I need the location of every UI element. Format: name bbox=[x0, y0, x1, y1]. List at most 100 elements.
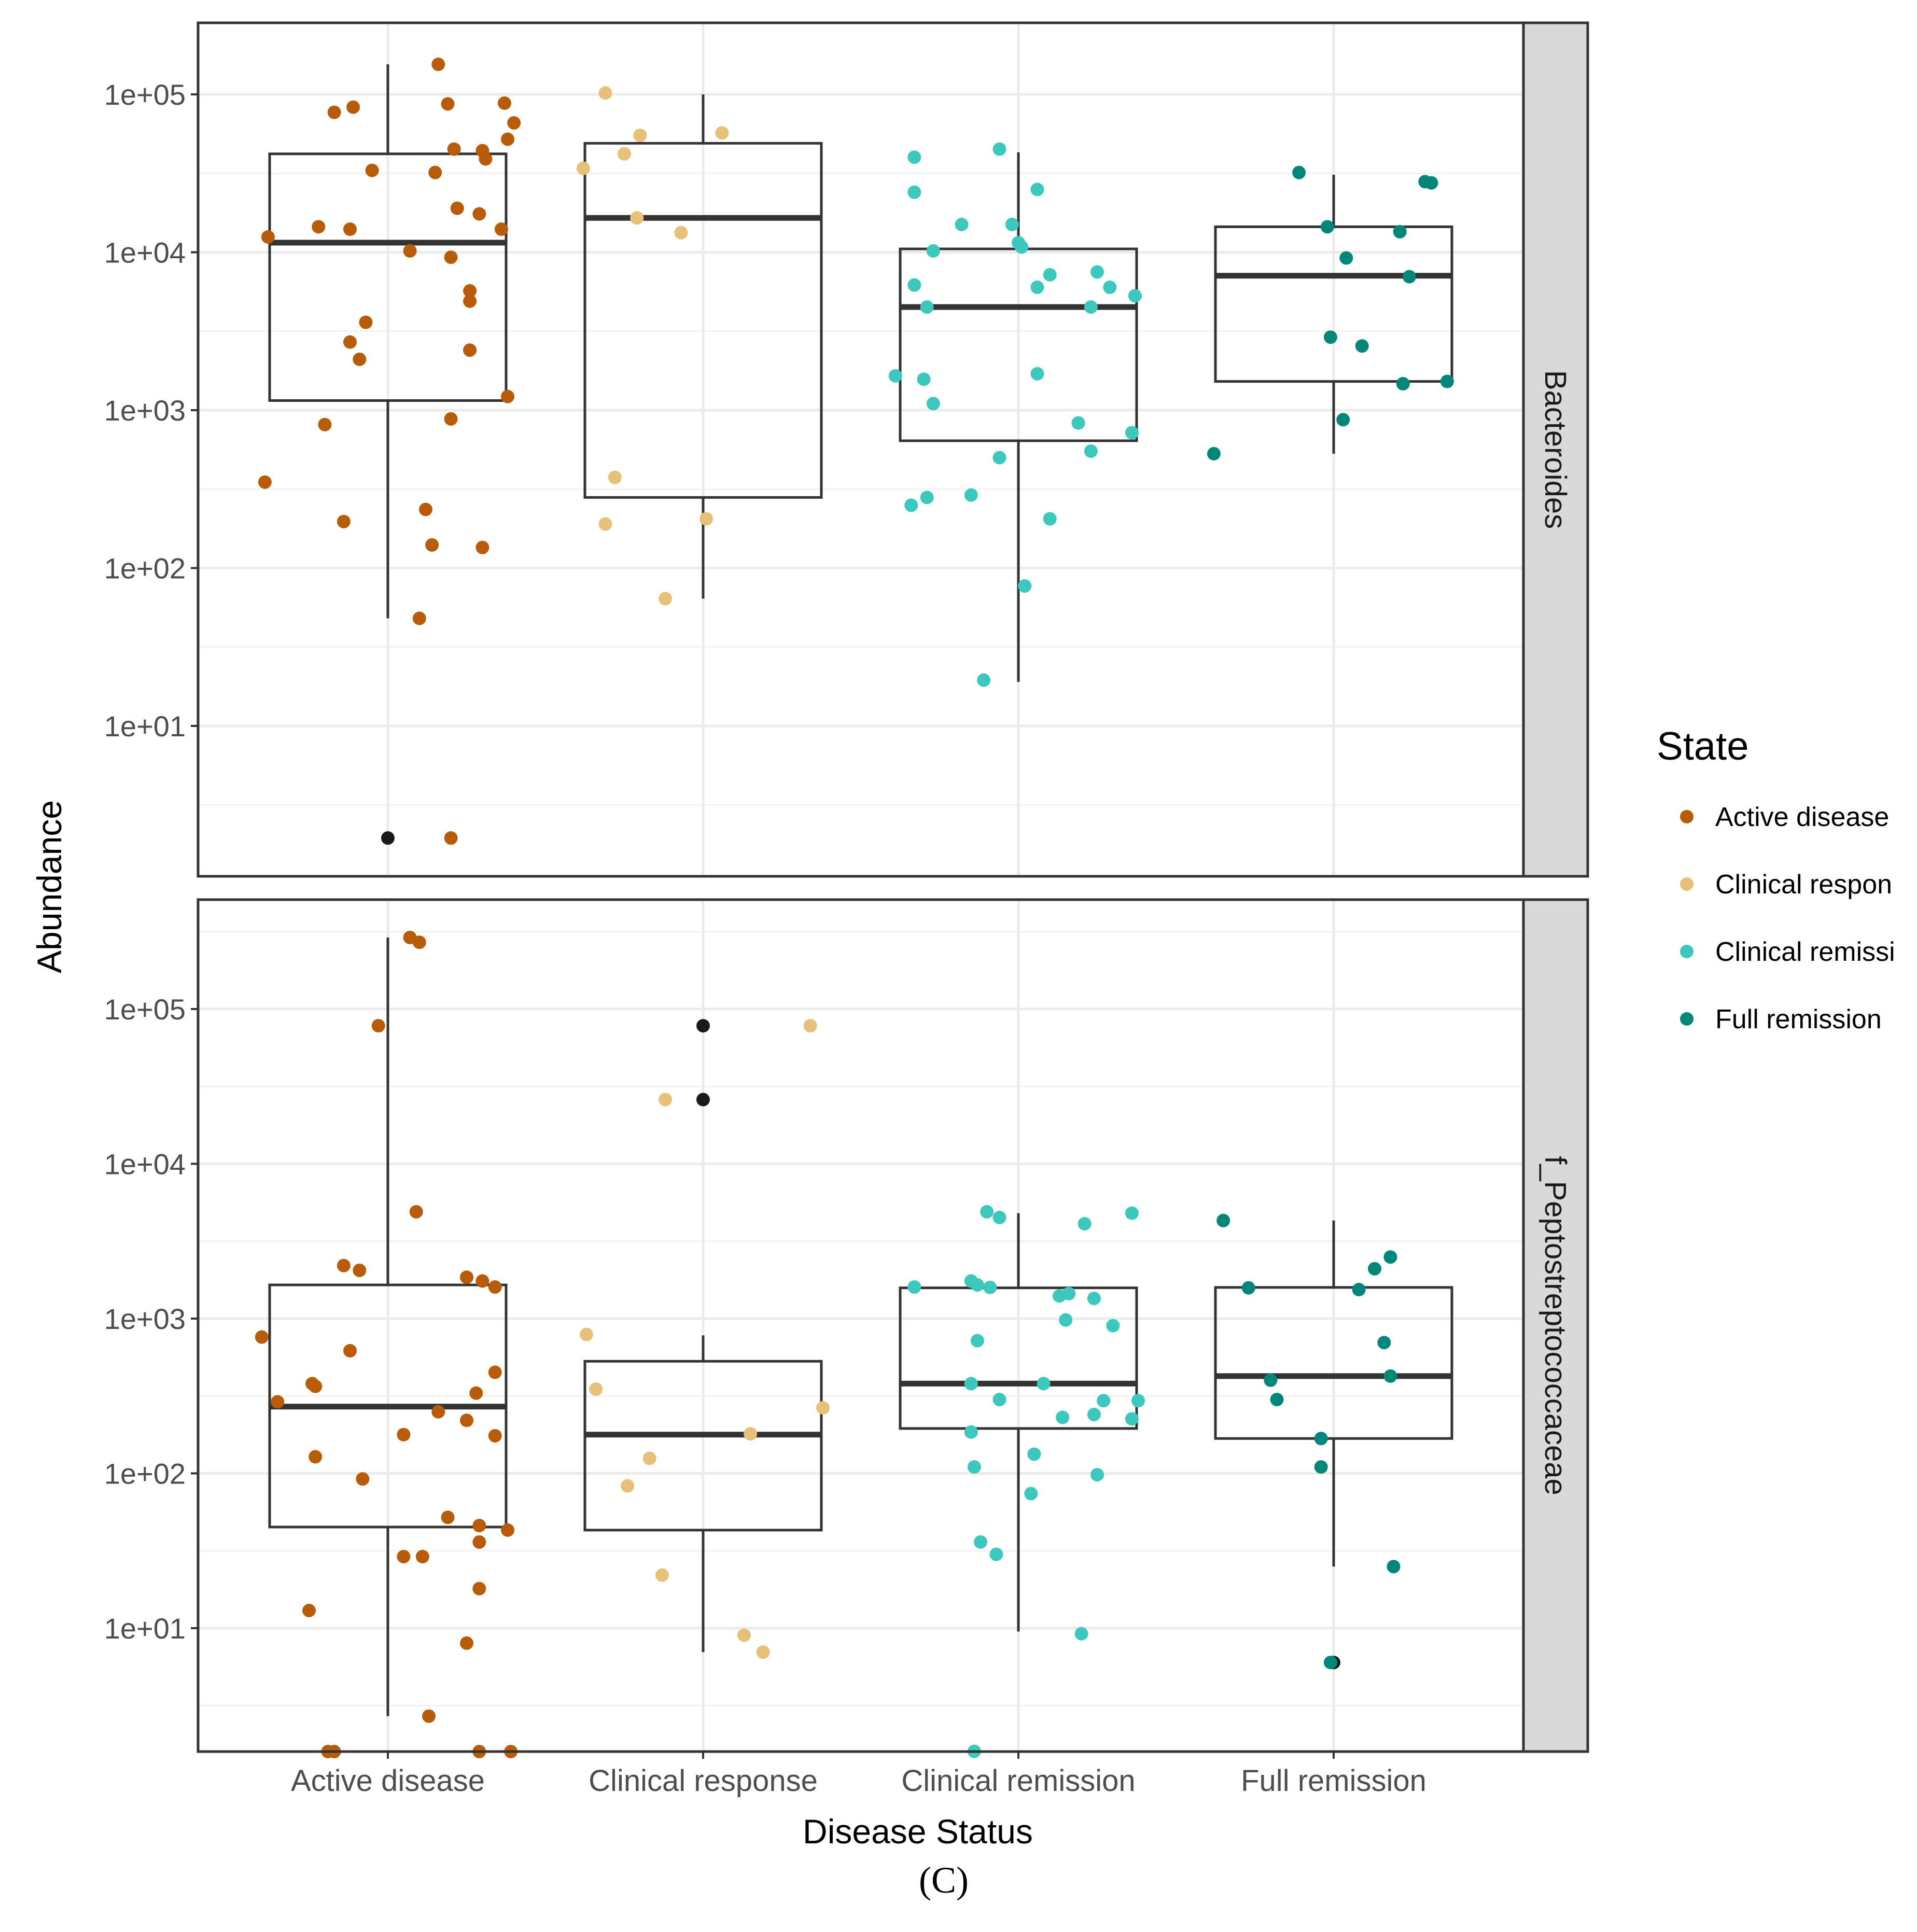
data-point bbox=[488, 1280, 502, 1294]
data-point bbox=[674, 226, 688, 240]
data-point bbox=[642, 1451, 656, 1465]
outlier-point bbox=[696, 1019, 710, 1033]
data-point bbox=[1090, 1468, 1104, 1482]
data-point bbox=[1440, 374, 1454, 388]
data-point bbox=[1030, 183, 1044, 197]
legend: State Active disease Clinical respon Clini… bbox=[1657, 724, 1895, 1034]
data-point bbox=[441, 97, 455, 111]
data-point bbox=[1030, 367, 1044, 381]
panel-1: 1e+01 1e+02 1e+03 1e+04 1e+05 Bacteroides bbox=[104, 21, 1589, 878]
legend-entries: Active disease Clinical respon Clinical re… bbox=[1680, 802, 1895, 1034]
data-point bbox=[1352, 1283, 1366, 1297]
data-point bbox=[346, 100, 360, 114]
data-point bbox=[444, 831, 458, 845]
data-point bbox=[356, 1472, 370, 1486]
data-point bbox=[907, 278, 921, 292]
data-point bbox=[803, 1019, 817, 1033]
y-axis-title: Abundance bbox=[30, 800, 68, 973]
data-point bbox=[1125, 426, 1139, 440]
boxplot-3 bbox=[1214, 1220, 1453, 1567]
data-point bbox=[1241, 1281, 1255, 1295]
data-point bbox=[415, 1549, 429, 1563]
data-point bbox=[977, 673, 991, 687]
legend-label: Clinical remissi bbox=[1715, 937, 1895, 967]
panel-background bbox=[198, 23, 1523, 876]
y-tick-label: 1e+03 bbox=[104, 1303, 186, 1335]
data-point bbox=[1387, 1560, 1401, 1574]
data-point bbox=[488, 1365, 502, 1379]
data-point bbox=[926, 397, 940, 411]
data-point bbox=[970, 1278, 984, 1292]
data-point bbox=[441, 1510, 455, 1524]
data-point bbox=[1037, 1377, 1051, 1391]
data-point bbox=[353, 352, 367, 366]
data-point bbox=[475, 1274, 489, 1288]
data-point bbox=[989, 1547, 1003, 1561]
data-point bbox=[907, 1280, 921, 1294]
x-tick-label: Clinical remission bbox=[901, 1764, 1135, 1798]
data-point bbox=[488, 1429, 502, 1443]
data-point bbox=[337, 514, 351, 528]
data-point bbox=[337, 1258, 351, 1272]
data-point bbox=[992, 1211, 1006, 1225]
data-point bbox=[1027, 1447, 1041, 1461]
data-point bbox=[1125, 1206, 1139, 1220]
facet-strip-label: Bacteroides bbox=[1538, 370, 1572, 529]
boxplot-1 bbox=[583, 1335, 823, 1653]
data-point bbox=[904, 498, 918, 512]
data-point bbox=[1078, 1217, 1092, 1231]
data-point bbox=[1103, 281, 1117, 295]
data-point bbox=[353, 1263, 367, 1277]
data-point bbox=[983, 1280, 997, 1294]
data-point bbox=[980, 1205, 994, 1219]
data-point bbox=[1084, 444, 1098, 458]
data-point bbox=[659, 592, 673, 606]
data-point bbox=[1128, 289, 1142, 303]
data-point bbox=[472, 1581, 486, 1595]
data-point bbox=[412, 611, 426, 625]
data-point bbox=[397, 1427, 411, 1441]
data-point bbox=[907, 150, 921, 164]
data-point bbox=[1131, 1394, 1145, 1408]
data-point bbox=[261, 230, 275, 244]
data-point bbox=[1043, 268, 1057, 282]
data-point bbox=[428, 165, 442, 179]
data-point bbox=[460, 1636, 473, 1650]
data-point bbox=[1336, 413, 1350, 427]
data-point bbox=[365, 163, 379, 177]
data-point bbox=[501, 389, 515, 403]
data-point bbox=[343, 222, 357, 236]
data-point bbox=[1424, 176, 1438, 190]
data-point bbox=[964, 1425, 978, 1439]
data-point bbox=[1106, 1319, 1120, 1333]
data-point bbox=[472, 1535, 486, 1549]
data-point bbox=[816, 1401, 830, 1415]
data-point bbox=[425, 538, 439, 552]
legend-label: Active disease bbox=[1715, 802, 1889, 832]
y-tick-label: 1e+02 bbox=[104, 552, 186, 585]
data-point bbox=[1339, 251, 1353, 265]
data-point bbox=[343, 1343, 357, 1357]
data-point bbox=[403, 244, 417, 258]
data-point bbox=[409, 1205, 423, 1219]
data-point bbox=[318, 417, 332, 431]
data-point bbox=[618, 147, 631, 161]
figure-caption: (C) bbox=[919, 1859, 969, 1901]
data-point bbox=[1323, 1656, 1337, 1670]
panel-2: 1e+01 1e+02 1e+03 1e+04 1e+05 f_Peptostreptoc… bbox=[104, 898, 1589, 1798]
data-point bbox=[1264, 1373, 1278, 1387]
data-point bbox=[967, 1460, 981, 1474]
data-point bbox=[258, 475, 272, 489]
data-point bbox=[469, 1386, 483, 1400]
data-point bbox=[463, 284, 477, 298]
data-point bbox=[1314, 1432, 1328, 1446]
data-point bbox=[1059, 1313, 1073, 1327]
data-point bbox=[271, 1395, 285, 1409]
data-point bbox=[888, 369, 902, 383]
data-point bbox=[359, 315, 373, 329]
data-point bbox=[630, 211, 644, 225]
x-tick-label: Clinical response bbox=[589, 1764, 818, 1798]
data-point bbox=[926, 244, 940, 258]
data-point bbox=[633, 129, 647, 143]
